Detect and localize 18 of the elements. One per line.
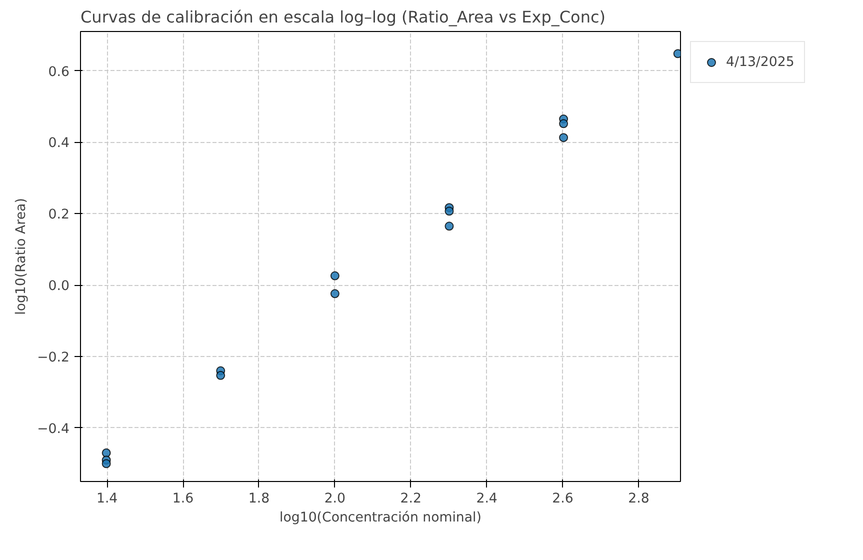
x-tick-label: 1.4 [96, 492, 118, 506]
x-tick-label: 2.4 [476, 492, 498, 506]
y-tick-label: 0.4 [48, 136, 70, 152]
x-tick-label: 2.2 [400, 492, 422, 506]
y-tick-label: 0.2 [48, 208, 70, 223]
x-tick-label: 1.8 [248, 492, 270, 506]
y-axis-title: log10(Ratio Area) [14, 198, 30, 315]
y-tick-label: −0.4 [37, 422, 70, 437]
y-tick-label: 0.0 [48, 279, 70, 294]
y-tick-label: −0.2 [37, 350, 70, 366]
x-axis-title: log10(Concentración nominal) [280, 510, 482, 526]
chart-title: Curvas de calibración en escala log–log (Ratio_Area vs Exp_Conc) [80, 8, 606, 26]
x-tick-label: 2.8 [628, 492, 650, 506]
legend-label: 4/13/2025 [726, 54, 794, 70]
x-tick-label: 2.6 [552, 492, 574, 506]
x-tick-label: 2.0 [324, 492, 346, 506]
x-tick-label: 1.6 [172, 492, 194, 506]
y-tick-label: 0.6 [48, 64, 70, 80]
